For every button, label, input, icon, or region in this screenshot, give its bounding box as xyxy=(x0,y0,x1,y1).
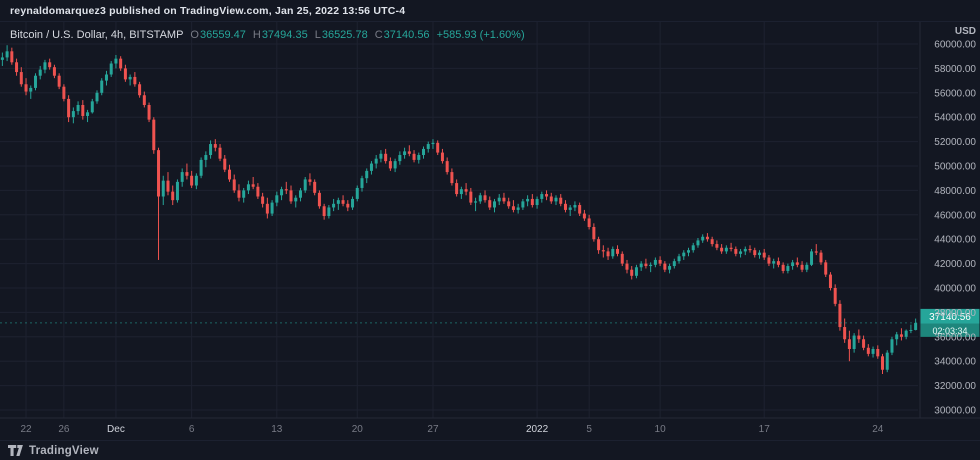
legend-open-value: 36559.47 xyxy=(199,29,246,41)
svg-text:22: 22 xyxy=(20,424,32,435)
legend-open-label: O xyxy=(190,29,199,41)
time-scale[interactable]: 22 26 Dec 6 13 20 27 2022 5 10 17 24 xyxy=(20,424,883,435)
svg-text:48000.00: 48000.00 xyxy=(934,186,976,197)
svg-text:44000.00: 44000.00 xyxy=(934,235,976,246)
tradingview-brand[interactable]: TradingView xyxy=(29,444,99,457)
chart-area[interactable]: 37140.56 02:03:34 60000.00 58000.00 56000.00… xyxy=(0,22,980,440)
svg-text:27: 27 xyxy=(427,424,439,435)
chart-legend: Bitcoin / U.S. Dollar, 4h, BITSTAMP O 36… xyxy=(10,29,525,41)
legend-change: +585.93 (+1.60%) xyxy=(436,29,525,41)
publish-bar: reynaldomarquez3 published on TradingVie… xyxy=(0,0,980,22)
svg-text:58000.00: 58000.00 xyxy=(934,64,976,75)
svg-text:26: 26 xyxy=(58,424,70,435)
svg-text:13: 13 xyxy=(271,424,283,435)
last-price-badge: 37140.56 02:03:34 xyxy=(920,308,980,337)
svg-text:USD: USD xyxy=(955,26,976,37)
svg-text:30000.00: 30000.00 xyxy=(934,406,976,417)
price-scale[interactable]: 60000.00 58000.00 56000.00 54000.00 52000.00… xyxy=(934,26,976,417)
svg-text:17: 17 xyxy=(759,424,771,435)
candles-layer xyxy=(0,45,918,375)
chart-svg[interactable]: 37140.56 02:03:34 60000.00 58000.00 56000.00… xyxy=(0,22,980,440)
svg-text:37140.56: 37140.56 xyxy=(929,312,971,323)
svg-text:32000.00: 32000.00 xyxy=(934,381,976,392)
svg-text:10: 10 xyxy=(655,424,667,435)
legend-symbol: Bitcoin / U.S. Dollar, 4h, BITSTAMP xyxy=(10,29,184,41)
svg-text:Dec: Dec xyxy=(107,424,125,435)
svg-text:54000.00: 54000.00 xyxy=(934,113,976,124)
legend-low-label: L xyxy=(314,29,321,41)
svg-text:2022: 2022 xyxy=(526,424,549,435)
legend-high-value: 37494.35 xyxy=(261,29,308,41)
svg-text:46000.00: 46000.00 xyxy=(934,210,976,221)
legend-high-label: H xyxy=(252,29,261,41)
footer-bar: TradingView xyxy=(0,440,980,460)
grid-layer xyxy=(0,22,918,418)
svg-text:24: 24 xyxy=(872,424,884,435)
svg-text:5: 5 xyxy=(586,424,592,435)
svg-text:20: 20 xyxy=(352,424,364,435)
legend-low-value: 36525.78 xyxy=(321,29,368,41)
svg-text:38000.00: 38000.00 xyxy=(934,308,976,319)
tradingview-logo-icon[interactable] xyxy=(8,444,24,457)
legend-close-value: 37140.56 xyxy=(383,29,430,41)
svg-text:50000.00: 50000.00 xyxy=(934,162,976,173)
svg-text:6: 6 xyxy=(189,424,195,435)
svg-text:02:03:34: 02:03:34 xyxy=(932,326,967,336)
legend-close-label: C xyxy=(374,29,383,41)
svg-text:36000.00: 36000.00 xyxy=(934,332,976,343)
svg-text:56000.00: 56000.00 xyxy=(934,88,976,99)
svg-text:40000.00: 40000.00 xyxy=(934,284,976,295)
svg-text:34000.00: 34000.00 xyxy=(934,357,976,368)
svg-text:42000.00: 42000.00 xyxy=(934,259,976,270)
publish-text: reynaldomarquez3 published on TradingVie… xyxy=(10,4,406,17)
svg-text:52000.00: 52000.00 xyxy=(934,137,976,148)
svg-text:60000.00: 60000.00 xyxy=(934,40,976,51)
